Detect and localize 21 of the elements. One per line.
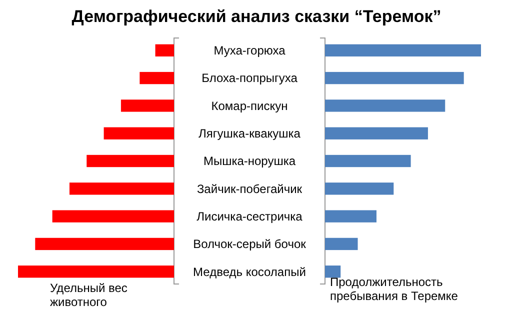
y-tick-label: Блоха-попрыгуха [202,71,298,86]
series-label: Удельный вес животного [50,281,128,309]
y-tick-label: Медведь косолапый [193,264,306,279]
y-tick-label: Лягушка-квакушка [198,126,301,141]
bar [325,127,428,140]
y-tick-label: Мышка-норушка [203,154,296,168]
bar [325,72,464,84]
bar [325,266,341,278]
y-tick-label: Зайчик-побегайчик [196,182,303,196]
y-tick-label: Волчок-серый бочок [193,237,307,252]
y-tick-label: Лисичка-сестричка [196,210,303,224]
bar [325,44,481,56]
bar [325,182,394,195]
series-label: Продолжительность пребывания в Теремке [330,275,458,303]
bar [325,154,411,168]
y-tick-label: Муха-горюха [214,44,286,58]
bar [325,210,376,222]
bar [325,100,446,112]
text: Демографический анализ сказки “Теремок” [72,7,442,26]
y-tick-label: Комар-пискун [211,98,288,113]
bar [325,238,358,250]
